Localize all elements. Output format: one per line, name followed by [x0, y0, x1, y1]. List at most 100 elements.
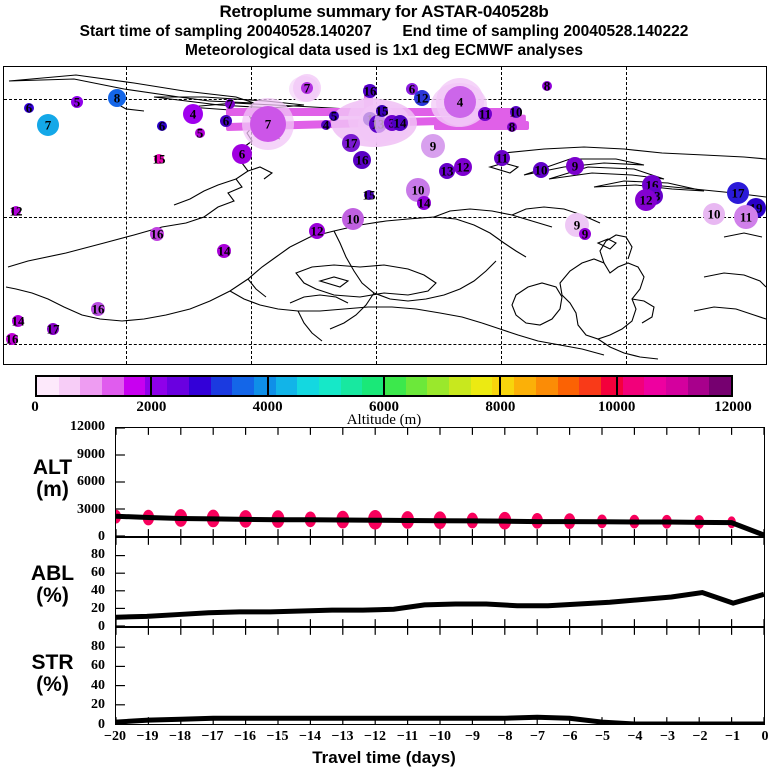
marker-label: 6	[408, 81, 416, 97]
retroplume-marker[interactable]	[364, 190, 374, 200]
colorbar-segment	[535, 377, 558, 395]
colorbar-segment	[384, 377, 406, 395]
retroplume-marker[interactable]	[150, 227, 164, 241]
retroplume-marker[interactable]	[342, 134, 360, 152]
retroplume-marker[interactable]	[157, 121, 167, 131]
marker-label: 17	[344, 135, 358, 151]
retroplume-marker[interactable]	[376, 105, 388, 117]
pALT-y-tick-label: 12000	[70, 419, 105, 434]
x-tick-label: −15	[266, 729, 289, 744]
marker-label: 6	[238, 146, 246, 162]
retroplume-marker[interactable]	[108, 89, 126, 107]
retroplume-marker[interactable]	[250, 106, 286, 142]
colorbar-segment	[644, 377, 666, 395]
map-gridline-vertical	[251, 67, 252, 364]
marker-label: 4	[189, 106, 197, 122]
retroplume-marker[interactable]	[454, 158, 472, 176]
marker-label: 8	[508, 119, 516, 135]
x-tick-label: −19	[136, 729, 159, 744]
retroplume-marker[interactable]	[421, 134, 445, 158]
x-tick-label: −18	[169, 729, 191, 744]
retroplume-marker[interactable]	[321, 120, 331, 130]
retroplume-marker[interactable]	[444, 86, 476, 118]
retroplume-marker[interactable]	[195, 128, 205, 138]
retroplume-marker[interactable]	[91, 302, 105, 316]
retroplume-marker[interactable]	[734, 205, 758, 229]
retroplume-marker[interactable]	[37, 114, 59, 136]
retroplume-marker[interactable]	[417, 196, 431, 210]
x-tick-label: −10	[429, 729, 451, 744]
retroplume-marker[interactable]	[507, 122, 517, 132]
colorbar-divider	[615, 375, 618, 397]
plume-trail	[434, 121, 529, 130]
retroplume-map[interactable]: 8756461576128767565411331416154111081716…	[3, 66, 767, 365]
retroplume-marker[interactable]	[154, 154, 164, 164]
retroplume-marker[interactable]	[542, 81, 552, 91]
abl-panel[interactable]	[115, 537, 765, 627]
pABL-y-tick-label: 20	[91, 601, 105, 616]
x-tick-label: −20	[104, 729, 126, 744]
retroplume-marker[interactable]	[414, 90, 430, 106]
retroplume-marker[interactable]	[494, 150, 510, 166]
x-tick-label: −1	[725, 729, 740, 744]
marker-label: 12	[456, 159, 470, 175]
alt-panel[interactable]	[115, 427, 765, 537]
retroplume-marker[interactable]	[24, 103, 34, 113]
retroplume-marker[interactable]	[635, 189, 657, 211]
retroplume-marker[interactable]	[478, 107, 492, 121]
marker-label: 10	[346, 211, 360, 227]
colorbar-tick-label: 8000	[485, 399, 516, 415]
retroplume-marker[interactable]	[392, 115, 408, 131]
retroplume-marker[interactable]	[217, 244, 231, 258]
retroplume-marker[interactable]	[342, 208, 364, 230]
retroplume-marker[interactable]	[363, 84, 377, 98]
str-panel[interactable]	[115, 627, 765, 725]
retroplume-marker[interactable]	[353, 151, 371, 169]
retroplume-marker[interactable]	[727, 182, 749, 204]
pALT-y-tick-label: 6000	[77, 474, 105, 489]
colorbar-segment	[362, 377, 384, 395]
pSTR-y-tick-label: 80	[91, 638, 105, 654]
colorbar-label: Altitude (m)	[346, 412, 422, 428]
colorbar-segment	[579, 377, 601, 395]
colorbar-divider	[383, 375, 385, 397]
pSTR-y-tick-label: 40	[91, 677, 105, 693]
retroplume-marker[interactable]	[183, 104, 203, 124]
colorbar-segment	[253, 377, 276, 395]
retroplume-marker[interactable]	[579, 228, 591, 240]
retroplume-marker[interactable]	[301, 82, 313, 94]
retroplume-marker[interactable]	[439, 163, 455, 179]
retroplume-marker[interactable]	[329, 111, 339, 121]
retroplume-marker[interactable]	[703, 203, 725, 225]
retroplume-marker[interactable]	[12, 315, 24, 327]
map-gridline-vertical	[626, 67, 627, 364]
colorbar-segment	[709, 377, 731, 395]
pALT-y-tick-label: 9000	[77, 446, 105, 462]
title-block: Retroplume summary for ASTAR-040528b Sta…	[0, 0, 768, 60]
marker-label: 15	[362, 187, 376, 203]
retroplume-marker[interactable]	[220, 115, 232, 127]
retroplume-marker[interactable]	[71, 96, 83, 108]
retroplume-marker[interactable]	[510, 106, 522, 118]
retroplume-marker[interactable]	[6, 333, 18, 345]
pABL-y-tick-label: 80	[91, 547, 105, 562]
x-tick-label: −2	[692, 729, 708, 744]
marker-label: 6	[222, 113, 230, 129]
marker-label: 11	[739, 209, 753, 225]
retroplume-marker[interactable]	[47, 323, 59, 335]
retroplume-marker[interactable]	[533, 162, 549, 178]
retroplume-marker[interactable]	[11, 206, 21, 216]
marker-label: 8	[113, 90, 121, 106]
colorbar-segment	[80, 377, 103, 395]
marker-label: 12	[415, 90, 429, 106]
retroplume-marker[interactable]	[566, 157, 584, 175]
retroplume-marker[interactable]	[225, 99, 235, 109]
marker-label: 16	[91, 301, 105, 317]
retroplume-marker[interactable]	[232, 144, 252, 164]
pABL-y-tick-label: 60	[91, 565, 105, 580]
retroplume-marker[interactable]	[309, 223, 325, 239]
marker-label: 17	[46, 321, 60, 337]
colorbar-tick-label: 12000	[714, 399, 752, 415]
x-tick-label: −7	[530, 729, 545, 744]
alt-axis-label: ALT (m)	[32, 456, 73, 501]
